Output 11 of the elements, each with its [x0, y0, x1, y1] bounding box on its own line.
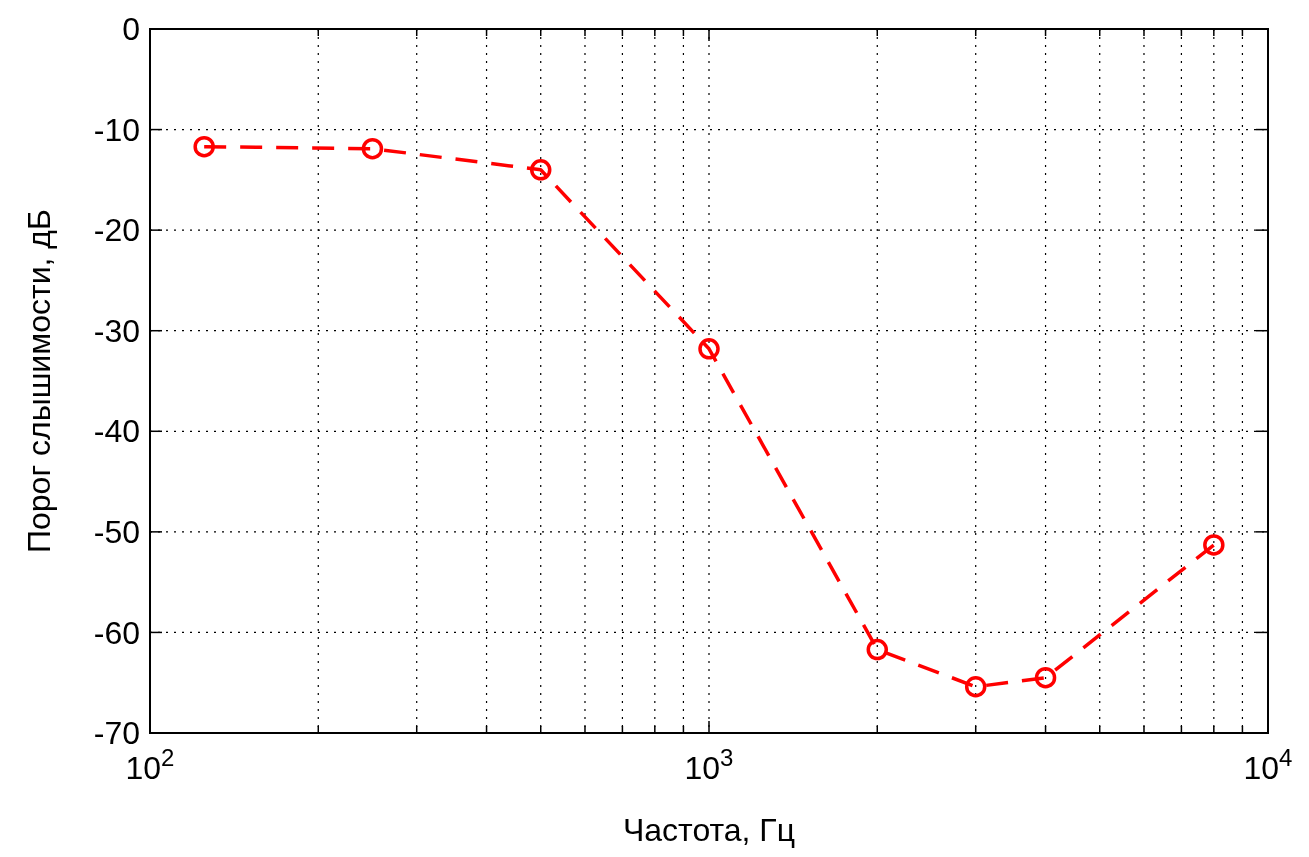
x-axis-title: Частота, Гц — [622, 812, 796, 848]
y-tick-label: -30 — [93, 312, 140, 349]
y-tick-label: 0 — [122, 11, 140, 48]
y-tick-label: -10 — [93, 111, 140, 148]
x-tick-label: 10$^{4}$ — [1243, 743, 1293, 786]
y-axis-title: Порог слышимости, дБ — [21, 209, 57, 553]
y-tick-label: -40 — [93, 413, 140, 450]
y-tick-label: -50 — [93, 514, 140, 551]
y-tick-label: -60 — [93, 614, 140, 651]
y-tick-label: -20 — [93, 212, 140, 249]
x-tick-label: 10$^{3}$ — [684, 743, 734, 786]
